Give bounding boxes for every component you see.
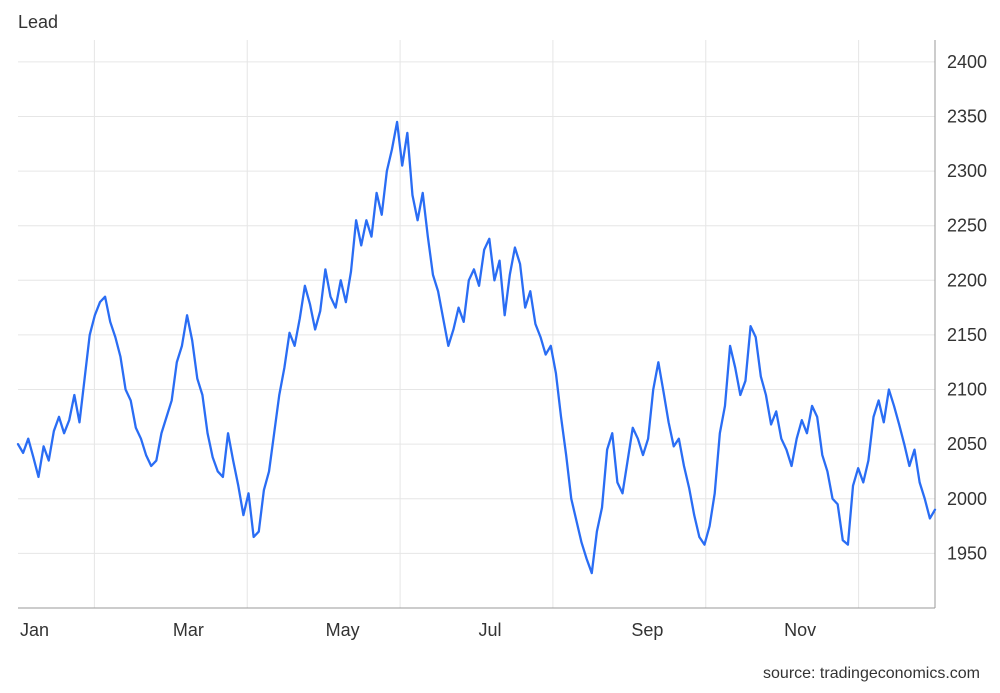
y-tick-label: 2350 — [947, 106, 987, 126]
source-label: source: tradingeconomics.com — [763, 665, 980, 683]
x-tick-label: Jan — [20, 620, 49, 640]
y-tick-label: 1950 — [947, 543, 987, 563]
price-series — [18, 122, 935, 573]
chart-title: Lead — [18, 12, 58, 33]
x-tick-label: Mar — [173, 620, 204, 640]
y-tick-label: 2000 — [947, 489, 987, 509]
chart-container: Lead 1950 2000 2050 2100 2150 2200 2250 2300 235… — [0, 0, 1000, 693]
y-tick-label: 2100 — [947, 380, 987, 400]
x-tick-label: Nov — [784, 620, 816, 640]
y-tick-label: 2050 — [947, 434, 987, 454]
line-chart: 1950 2000 2050 2100 2150 2200 2250 2300 2350 2400… — [0, 0, 1000, 693]
y-tick-label: 2250 — [947, 216, 987, 236]
y-tick-label: 2400 — [947, 52, 987, 72]
y-tick-label: 2300 — [947, 161, 987, 181]
x-tick-label: Sep — [631, 620, 663, 640]
x-tick-label: May — [326, 620, 360, 640]
x-tick-label: Jul — [479, 620, 502, 640]
y-tick-label: 2150 — [947, 325, 987, 345]
y-tick-label: 2200 — [947, 270, 987, 290]
